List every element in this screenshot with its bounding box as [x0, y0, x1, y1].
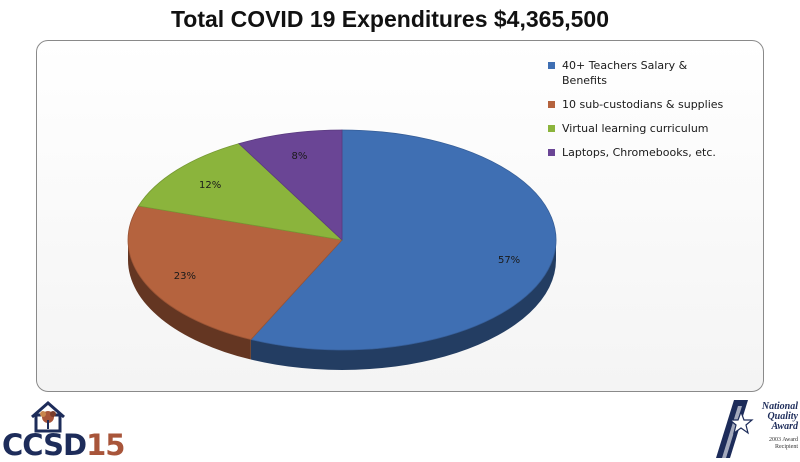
pie-slice	[238, 129, 343, 241]
pie-data-label: 8%	[291, 151, 307, 162]
legend-swatch	[548, 101, 555, 108]
legend-label: 10 sub-custodians & supplies	[562, 98, 724, 111]
ccsd15-logo-icon	[31, 401, 65, 433]
pie-chart: 57% 23% 12% 8%	[127, 129, 557, 370]
legend-swatch	[548, 149, 555, 156]
logo-text-number: 15	[86, 428, 125, 462]
pie-data-label: 12%	[199, 180, 221, 191]
chart-legend: 40+ Teachers Salary & Benefits 10 sub-cu…	[548, 58, 728, 169]
pie-slice-side	[127, 240, 251, 360]
legend-label: Laptops, Chromebooks, etc.	[562, 146, 716, 159]
legend-label: Virtual learning curriculum	[562, 122, 709, 135]
pie-slice	[137, 143, 344, 241]
legend-item: Virtual learning curriculum	[548, 121, 728, 136]
pie-data-label: 23%	[174, 271, 196, 282]
legend-item: Laptops, Chromebooks, etc.	[548, 145, 728, 160]
pie-slice-side	[250, 240, 556, 370]
chart-title: Total COVID 19 Expenditures $4,365,500	[170, 6, 610, 32]
award-title: National Quality Award	[738, 402, 798, 432]
ccsd15-logo-text: CCSD15	[2, 428, 125, 462]
award-title-line: National	[761, 401, 798, 412]
award-sub-line: 2003 Award	[769, 437, 798, 443]
legend-swatch	[548, 62, 555, 69]
award-sub-line: Recipient	[775, 444, 798, 450]
award-title-line: Quality	[767, 411, 798, 422]
legend-item: 10 sub-custodians & supplies	[548, 97, 728, 112]
award-subtitle: 2003 Award Recipient	[744, 437, 798, 451]
legend-item: 40+ Teachers Salary & Benefits	[548, 58, 728, 88]
pie-slice	[250, 129, 557, 351]
award-title-line: Award	[771, 421, 799, 432]
logo-text-main: CCSD	[2, 428, 87, 462]
pie-slice	[127, 205, 343, 340]
pie-data-label: 57%	[498, 255, 520, 266]
legend-label: 40+ Teachers Salary & Benefits	[562, 59, 688, 87]
quality-award-star-icon	[716, 400, 754, 458]
legend-swatch	[548, 125, 555, 132]
